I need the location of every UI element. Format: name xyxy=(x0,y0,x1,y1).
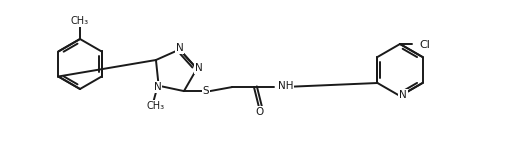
Text: N: N xyxy=(176,44,183,53)
Text: O: O xyxy=(256,107,264,117)
Text: N: N xyxy=(154,82,161,92)
Text: N: N xyxy=(195,63,203,73)
Text: Cl: Cl xyxy=(419,40,430,50)
Text: CH₃: CH₃ xyxy=(146,101,164,111)
Text: N: N xyxy=(399,90,407,100)
Text: S: S xyxy=(203,86,209,96)
Text: NH: NH xyxy=(278,81,293,91)
Text: CH₃: CH₃ xyxy=(71,16,89,26)
